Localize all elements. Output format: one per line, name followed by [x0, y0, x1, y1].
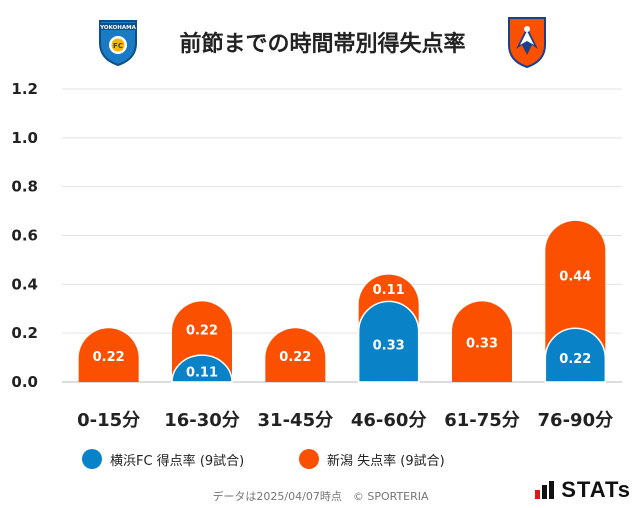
- bar-label-niigata: 0.44: [559, 270, 591, 285]
- bar-label-yokohama: 0.33: [373, 339, 405, 354]
- bar-label-niigata: 0.22: [279, 350, 311, 365]
- bar-label-niigata: 0.22: [93, 350, 125, 365]
- y-tick-label: 0.0: [11, 373, 38, 391]
- legend-label-niigata: 新潟 失点率 (9試合): [327, 453, 445, 469]
- bar-label-niigata: 0.33: [466, 337, 498, 352]
- svg-text:FC: FC: [113, 42, 123, 50]
- legend-swatch-orange: [299, 449, 319, 469]
- y-tick-label: 1.2: [11, 80, 38, 98]
- albirex-niigata-logo: [508, 17, 546, 69]
- bar-yokohama: [357, 300, 420, 383]
- svg-text:YOKOHAMA: YOKOHAMA: [99, 25, 136, 31]
- x-tick-label: 0-15分: [77, 410, 140, 431]
- x-tick-label: 76-90分: [538, 410, 614, 431]
- footer-note: データは2025/04/07時点 © SPORTERIA: [212, 490, 429, 503]
- stats-brand-logo: STATs: [535, 477, 631, 503]
- y-tick-label: 0.2: [11, 324, 38, 342]
- bar-label-niigata: 0.11: [373, 283, 405, 298]
- bar-label-yokohama: 0.22: [559, 352, 591, 367]
- bar-niigata: [452, 301, 512, 382]
- x-tick-label: 16-30分: [164, 410, 240, 431]
- legend-swatch-blue: [82, 449, 102, 469]
- yokohama-fc-logo: YOKOHAMA FC: [99, 20, 137, 67]
- bar-label-yokohama: 0.11: [186, 366, 218, 381]
- y-tick-label: 0.8: [11, 178, 38, 196]
- stats-bars-icon: [535, 481, 555, 499]
- stats-brand-text: STATs: [561, 477, 631, 502]
- x-tick-label: 61-75分: [444, 410, 520, 431]
- legend-item-niigata: 新潟 失点率 (9試合): [299, 449, 445, 469]
- bar-label-niigata: 0.22: [186, 323, 218, 338]
- bar-niigata: [265, 328, 326, 382]
- bar-yokohama: [171, 354, 233, 383]
- bar-yokohama: [544, 327, 607, 383]
- y-tick-label: 1.0: [11, 129, 38, 147]
- legend-item-yokohama: 横浜FC 得点率 (9試合): [82, 449, 244, 469]
- page-title: 前節までの時間帯別得失点率: [179, 32, 466, 57]
- x-tick-label: 31-45分: [258, 410, 334, 431]
- bar-niigata: [78, 328, 139, 382]
- x-tick-label: 46-60分: [351, 410, 427, 431]
- legend-label-yokohama: 横浜FC 得点率 (9試合): [110, 453, 245, 469]
- y-tick-label: 0.6: [11, 227, 38, 245]
- y-tick-label: 0.4: [11, 275, 38, 293]
